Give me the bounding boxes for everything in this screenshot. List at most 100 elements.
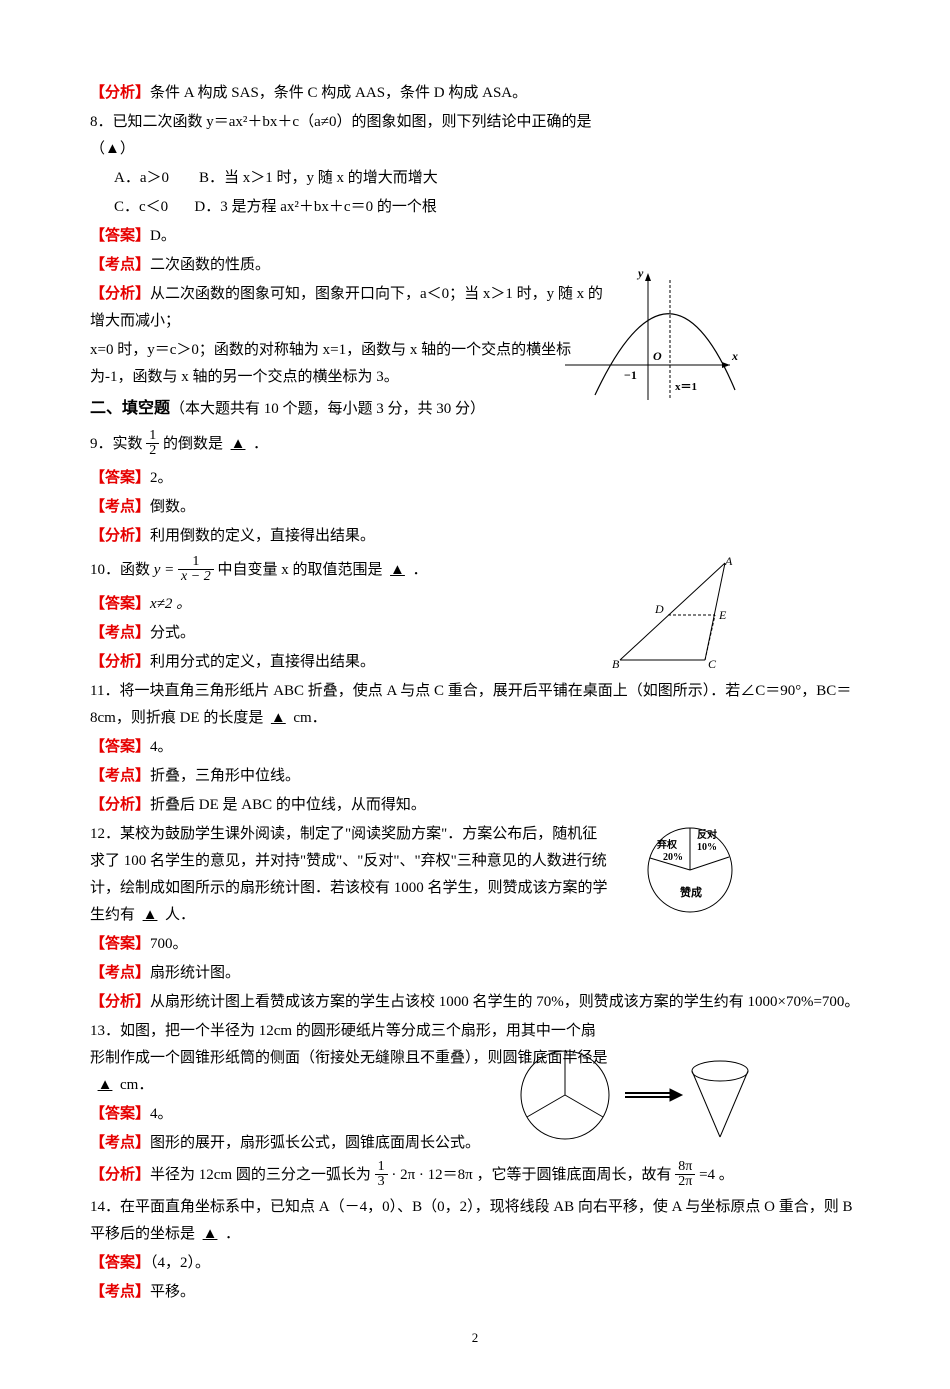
- q14-stem: 14．在平面直角坐标系中，已知点 A（－4，0）、B（0，2），现将线段 AB …: [90, 1194, 860, 1248]
- sec2-title: 二、填空题: [90, 400, 170, 417]
- q10-kp: 分式。: [150, 625, 195, 641]
- tri-C: C: [708, 657, 717, 670]
- q8-stem: 8．已知二次函数 y＝ax²＋bx＋c（a≠0）的图象如图，则下列结论中正确的是…: [90, 109, 610, 163]
- label-kp: 【考点】: [90, 625, 150, 641]
- q8-options2: C．c＜0 D．3 是方程 ax²＋bx＋c＝0 的一个根: [114, 194, 610, 221]
- figure-triangle: A B C D E: [605, 555, 740, 670]
- q8-options: A．a＞0 B．当 x＞1 时，y 随 x 的增大而增大: [114, 165, 610, 192]
- q13-ans: 4。: [150, 1106, 173, 1122]
- q13-an-line: 【分析】半径为 12cm 圆的三分之一弧长为 13 · 2π · 12＝8π ，…: [90, 1161, 860, 1190]
- q10-an: 利用分式的定义，直接得出结果。: [150, 654, 375, 670]
- q13-f2d: 2π: [675, 1175, 695, 1189]
- q12-after: 人．: [165, 907, 195, 923]
- label-ans: 【答案】: [90, 228, 150, 244]
- q8-kp: 二次函数的性质。: [150, 257, 270, 273]
- q8-optB: B．当 x＞1 时，y 随 x 的增大而增大: [199, 170, 438, 186]
- q9-frac-n: 1: [146, 429, 159, 444]
- tri-E: E: [718, 608, 727, 622]
- q11-unit: cm．: [293, 710, 326, 726]
- q9-ans: 2。: [150, 470, 173, 486]
- tri-D: D: [654, 602, 664, 616]
- q13-blank: ▲: [90, 1072, 120, 1099]
- label-an: 【分析】: [90, 797, 150, 813]
- figure-cone: [510, 1045, 760, 1145]
- parabola-root: −1: [624, 368, 637, 382]
- label-an: 【分析】: [90, 654, 150, 670]
- figure-parabola: −1 O x y x＝1: [560, 265, 740, 410]
- label-kp: 【考点】: [90, 499, 150, 515]
- parabola-y: y: [636, 266, 644, 280]
- pie-against: 反对: [697, 828, 717, 841]
- label-ans: 【答案】: [90, 596, 150, 612]
- q12-an: 从扇形统计图上看赞成该方案的学生占该校 1000 名学生的 70%，则赞成该方案…: [150, 994, 859, 1010]
- label-ans: 【答案】: [90, 1255, 150, 1271]
- q13-ana: 半径为 12cm 圆的三分之一弧长为: [150, 1167, 375, 1183]
- q7-analysis: 【分析】条件 A 构成 SAS，条件 C 构成 AAS，条件 D 构成 ASA。: [90, 80, 860, 107]
- parabola-x: x: [731, 349, 738, 363]
- q9-an: 利用倒数的定义，直接得出结果。: [150, 528, 375, 544]
- q12-blank: ▲: [135, 902, 165, 929]
- page-number: 2: [90, 1326, 860, 1349]
- q11-an: 折叠后 DE 是 ABC 的中位线，从而得知。: [150, 797, 426, 813]
- q10-blank: ▲: [382, 557, 412, 584]
- q14-kp: 平移。: [150, 1284, 195, 1300]
- q11-kp: 折叠，三角形中位线。: [150, 768, 300, 784]
- q8-block: 8．已知二次函数 y＝ax²＋bx＋c（a≠0）的图象如图，则下列结论中正确的是…: [90, 109, 610, 391]
- section2-heading: 二、填空题（本大题共有 10 个题，每小题 3 分，共 30 分）: [90, 395, 860, 424]
- q9-after: 的倒数是: [159, 436, 223, 452]
- parabola-axis: x＝1: [675, 381, 697, 393]
- q13-anb: · 2π · 12＝8π ，它等于圆锥底面周长，故有: [388, 1167, 676, 1183]
- q14-ans: （4，2）。: [150, 1255, 210, 1271]
- q10-ans: x≠2 。: [150, 596, 191, 612]
- q9-blank: ▲: [223, 431, 253, 458]
- q13-f2n: 8π: [675, 1160, 695, 1175]
- q13-f1n: 1: [375, 1160, 388, 1175]
- label-ans: 【答案】: [90, 470, 150, 486]
- q9-stem: 9．实数 12 的倒数是▲．: [90, 430, 860, 459]
- q7-analysis-text: 条件 A 构成 SAS，条件 C 构成 AAS，条件 D 构成 ASA。: [150, 85, 527, 101]
- q11-ans: 4。: [150, 739, 173, 755]
- q10-period: ．: [412, 562, 427, 578]
- label-an: 【分析】: [90, 528, 150, 544]
- sec2-desc: （本大题共有 10 个题，每小题 3 分，共 30 分）: [170, 401, 485, 417]
- q8-ans: D。: [150, 228, 176, 244]
- q10-stem: 10．函数 y = 1x − 2 中自变量 x 的取值范围是▲．: [90, 556, 860, 585]
- q12-block: 12．某校为鼓励学生课外阅读，制定了"阅读奖励方案"．方案公布后，随机征求了 1…: [90, 821, 610, 929]
- q10-fn: 1: [178, 555, 214, 570]
- pie-agree: 赞成: [679, 885, 702, 899]
- tri-B: B: [612, 657, 620, 670]
- parabola-O: O: [653, 349, 662, 363]
- label-kp: 【考点】: [90, 768, 150, 784]
- q13-unit: cm．: [120, 1077, 153, 1093]
- q12-kp: 扇形统计图。: [150, 965, 240, 981]
- q8-optA: A．a＞0: [114, 170, 169, 186]
- label-ans: 【答案】: [90, 1106, 150, 1122]
- q12-ans: 700。: [150, 936, 188, 952]
- q10-yeq: y =: [154, 562, 178, 578]
- label-kp: 【考点】: [90, 1135, 150, 1151]
- q8-optC: C．c＜0: [114, 199, 168, 215]
- pie-abstain-pct: 20%: [663, 852, 683, 863]
- q9-frac-d: 2: [146, 444, 159, 458]
- pie-against-pct: 10%: [697, 842, 717, 853]
- label-kp: 【考点】: [90, 257, 150, 273]
- label-an: 【分析】: [90, 1167, 150, 1183]
- q11-text: 11．将一块直角三角形纸片 ABC 折叠，使点 A 与点 C 重合，展开后平铺在…: [90, 683, 851, 726]
- label-ans: 【答案】: [90, 739, 150, 755]
- tri-A: A: [724, 555, 733, 568]
- figure-pie: 反对 10% 弃权 20% 赞成: [635, 818, 740, 923]
- q9-kp: 倒数。: [150, 499, 195, 515]
- label-an: 【分析】: [90, 286, 150, 302]
- label-kp: 【考点】: [90, 965, 150, 981]
- q14-blank: ▲: [195, 1221, 225, 1248]
- q11-blank: ▲: [263, 705, 293, 732]
- q8-an2: x=0 时，y＝c＞0；函数的对称轴为 x=1，函数与 x 轴的一个交点的横坐标…: [90, 337, 610, 391]
- q9-num: 9．实数: [90, 436, 146, 452]
- q8-optD: D．3 是方程 ax²＋bx＋c＝0 的一个根: [194, 199, 436, 215]
- q13-kp: 图形的展开，扇形弧长公式，圆锥底面周长公式。: [150, 1135, 480, 1151]
- q14-period: ．: [225, 1226, 240, 1242]
- q10-fd: x − 2: [178, 570, 214, 584]
- label-analysis: 【分析】: [90, 85, 150, 101]
- q13-anc: =4 。: [695, 1167, 733, 1183]
- pie-abstain: 弃权: [657, 838, 678, 851]
